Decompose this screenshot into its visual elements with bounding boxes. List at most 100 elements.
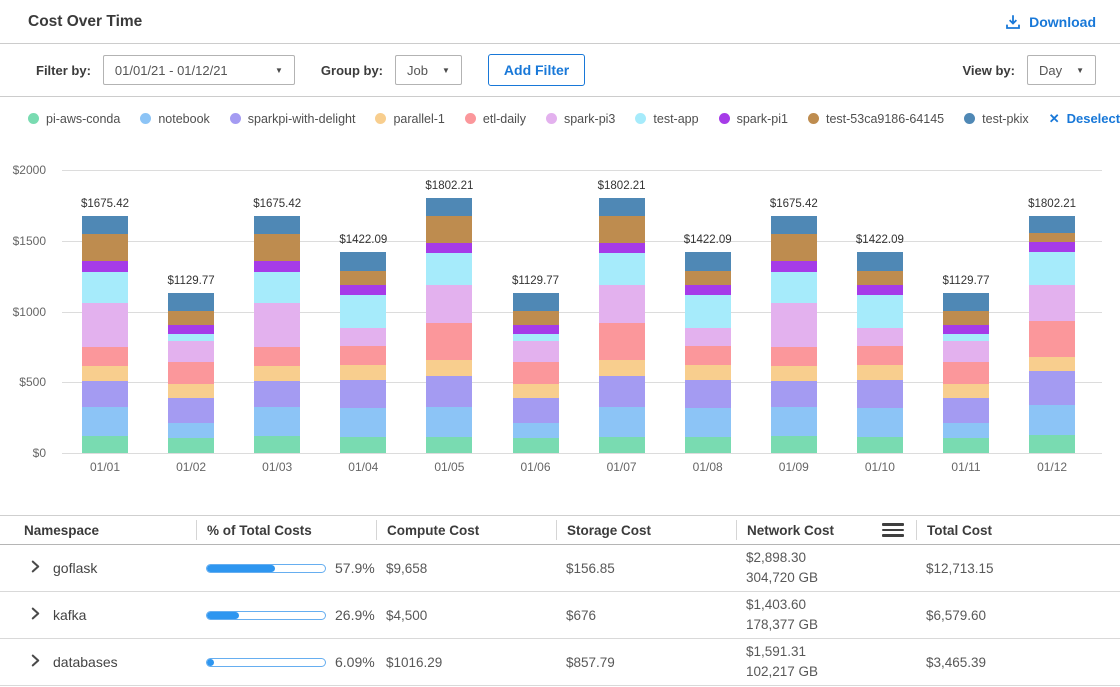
bar-segment-parallel-1[interactable] (943, 384, 989, 398)
bar-segment-spark-pi3[interactable] (82, 303, 128, 347)
bar-segment-test-53ca9186-64145[interactable] (1029, 233, 1075, 241)
bar-segment-test-app[interactable] (340, 295, 386, 327)
bar-segment-etl-daily[interactable] (82, 347, 128, 366)
bar-segment-parallel-1[interactable] (426, 360, 472, 376)
bar-segment-sparkpi-with-delight[interactable] (1029, 371, 1075, 405)
stacked-bar-01/11[interactable] (943, 293, 989, 453)
bar-segment-test-pkix[interactable] (82, 216, 128, 234)
bar-segment-parallel-1[interactable] (340, 365, 386, 380)
bar-segment-parallel-1[interactable] (1029, 357, 1075, 371)
bar-segment-spark-pi1[interactable] (771, 261, 817, 271)
stacked-bar-01/12[interactable] (1029, 216, 1075, 453)
bar-segment-spark-pi1[interactable] (1029, 242, 1075, 253)
bar-segment-test-pkix[interactable] (426, 198, 472, 215)
bar-segment-spark-pi3[interactable] (254, 303, 300, 347)
bar-segment-pi-aws-conda[interactable] (599, 437, 645, 453)
bar-segment-test-app[interactable] (771, 272, 817, 304)
bar-segment-spark-pi1[interactable] (168, 325, 214, 334)
bar-segment-sparkpi-with-delight[interactable] (82, 381, 128, 407)
bar-segment-spark-pi3[interactable] (599, 285, 645, 323)
bar-segment-test-pkix[interactable] (857, 252, 903, 271)
namespace-cell-databases[interactable]: databases (0, 654, 196, 670)
bar-segment-test-53ca9186-64145[interactable] (599, 216, 645, 243)
legend-item-pi-aws-conda[interactable]: pi-aws-conda (28, 112, 120, 126)
bar-segment-test-53ca9186-64145[interactable] (513, 311, 559, 325)
bar-segment-test-pkix[interactable] (685, 252, 731, 271)
bar-segment-pi-aws-conda[interactable] (685, 437, 731, 453)
bar-segment-etl-daily[interactable] (168, 362, 214, 383)
bar-segment-spark-pi3[interactable] (513, 341, 559, 362)
legend-item-test-app[interactable]: test-app (635, 112, 698, 126)
stacked-bar-01/05[interactable] (426, 198, 472, 453)
bar-segment-notebook[interactable] (599, 407, 645, 436)
bar-segment-etl-daily[interactable] (685, 346, 731, 365)
legend-item-test-pkix[interactable]: test-pkix (964, 112, 1029, 126)
stacked-bar-01/07[interactable] (599, 198, 645, 453)
bar-segment-spark-pi3[interactable] (685, 328, 731, 346)
bar-segment-notebook[interactable] (82, 407, 128, 435)
bar-segment-spark-pi3[interactable] (1029, 285, 1075, 322)
bar-segment-sparkpi-with-delight[interactable] (685, 380, 731, 408)
bar-segment-test-53ca9186-64145[interactable] (943, 311, 989, 325)
bar-segment-etl-daily[interactable] (771, 347, 817, 366)
bar-segment-etl-daily[interactable] (857, 346, 903, 365)
bar-segment-test-app[interactable] (426, 253, 472, 285)
stacked-bar-01/02[interactable] (168, 293, 214, 453)
bar-segment-test-pkix[interactable] (771, 216, 817, 234)
bar-segment-spark-pi3[interactable] (857, 328, 903, 346)
bar-segment-etl-daily[interactable] (599, 323, 645, 359)
bar-segment-spark-pi3[interactable] (168, 341, 214, 362)
stacked-bar-01/04[interactable] (340, 252, 386, 453)
bar-segment-parallel-1[interactable] (685, 365, 731, 380)
date-range-dropdown[interactable]: 01/01/21 - 01/12/21 ▼ (103, 55, 295, 85)
bar-segment-etl-daily[interactable] (1029, 321, 1075, 357)
bar-segment-pi-aws-conda[interactable] (1029, 435, 1075, 453)
bar-segment-test-app[interactable] (168, 334, 214, 341)
bar-segment-etl-daily[interactable] (943, 362, 989, 383)
stacked-bar-01/09[interactable] (771, 216, 817, 453)
bar-segment-test-pkix[interactable] (254, 216, 300, 234)
stacked-bar-01/08[interactable] (685, 252, 731, 453)
chevron-right-icon[interactable] (30, 560, 41, 576)
bar-segment-pi-aws-conda[interactable] (254, 436, 300, 453)
namespace-cell-kafka[interactable]: kafka (0, 607, 196, 623)
bar-segment-sparkpi-with-delight[interactable] (857, 380, 903, 408)
bar-segment-pi-aws-conda[interactable] (82, 436, 128, 453)
bar-segment-test-53ca9186-64145[interactable] (168, 311, 214, 325)
bar-segment-pi-aws-conda[interactable] (513, 438, 559, 453)
bar-segment-sparkpi-with-delight[interactable] (254, 381, 300, 407)
bar-segment-test-app[interactable] (685, 295, 731, 327)
bar-segment-etl-daily[interactable] (513, 362, 559, 383)
bar-segment-sparkpi-with-delight[interactable] (599, 376, 645, 407)
bar-segment-test-53ca9186-64145[interactable] (685, 271, 731, 285)
bar-segment-sparkpi-with-delight[interactable] (168, 398, 214, 423)
bar-segment-pi-aws-conda[interactable] (168, 438, 214, 453)
bar-segment-test-app[interactable] (513, 334, 559, 341)
deselect-all-button[interactable]: ✕ Deselect All (1049, 111, 1120, 127)
bar-segment-pi-aws-conda[interactable] (340, 437, 386, 453)
bar-segment-test-app[interactable] (599, 253, 645, 285)
bar-segment-spark-pi1[interactable] (599, 243, 645, 253)
stacked-bar-01/06[interactable] (513, 293, 559, 453)
bar-segment-test-53ca9186-64145[interactable] (426, 216, 472, 243)
bar-segment-notebook[interactable] (426, 407, 472, 436)
bar-segment-parallel-1[interactable] (771, 366, 817, 381)
download-button[interactable]: Download (1004, 13, 1096, 31)
bar-segment-notebook[interactable] (513, 423, 559, 438)
bar-segment-parallel-1[interactable] (857, 365, 903, 380)
bar-segment-notebook[interactable] (943, 423, 989, 438)
bar-segment-test-pkix[interactable] (599, 198, 645, 215)
bar-segment-pi-aws-conda[interactable] (426, 437, 472, 453)
bar-segment-etl-daily[interactable] (254, 347, 300, 366)
bar-segment-test-53ca9186-64145[interactable] (771, 234, 817, 261)
bar-segment-spark-pi3[interactable] (943, 341, 989, 362)
bar-segment-test-app[interactable] (254, 272, 300, 304)
stacked-bar-01/01[interactable] (82, 216, 128, 453)
chevron-right-icon[interactable] (30, 607, 41, 623)
bar-segment-spark-pi1[interactable] (426, 243, 472, 253)
chevron-right-icon[interactable] (30, 654, 41, 670)
bar-segment-spark-pi1[interactable] (513, 325, 559, 334)
add-filter-button[interactable]: Add Filter (488, 54, 585, 86)
bar-segment-test-app[interactable] (82, 272, 128, 304)
bar-segment-test-53ca9186-64145[interactable] (82, 234, 128, 261)
